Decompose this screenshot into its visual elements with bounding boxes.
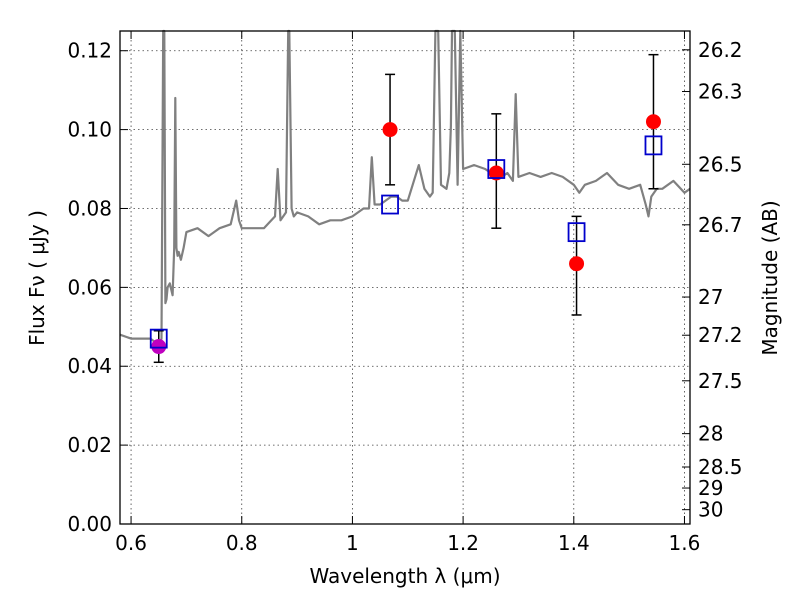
y2-tick-label: 28 <box>698 422 723 446</box>
grid-lines <box>120 31 690 525</box>
x-tick-label: 1 <box>346 531 359 555</box>
model-spectrum <box>119 29 691 348</box>
x-tick-label: 1.6 <box>669 531 701 555</box>
y-axis-label: Flux Fν ( μJy ) <box>25 210 49 346</box>
model-point <box>644 135 663 156</box>
y-tick-label: 0.00 <box>67 512 112 536</box>
x-tick-label: 0.8 <box>226 531 258 555</box>
model-point <box>381 194 399 215</box>
spectrum-line <box>119 29 691 348</box>
y2-axis-label: Magnitude (AB) <box>758 200 782 355</box>
axis-ticks <box>120 31 690 525</box>
y-tick-label: 0.08 <box>67 196 112 220</box>
y2-tick-label: 26.5 <box>698 152 743 176</box>
y-tick-label: 0.04 <box>67 354 112 378</box>
model-point <box>567 222 586 243</box>
y-tick-label: 0.02 <box>67 433 112 457</box>
data-point <box>382 122 398 138</box>
y-tick-label: 0.06 <box>67 275 112 299</box>
model-point <box>149 328 168 349</box>
y2-tick-label: 27.2 <box>698 323 743 347</box>
data-point <box>488 165 504 181</box>
y2-tick-label: 27.5 <box>698 369 743 393</box>
y2-tick-label: 28.5 <box>698 455 743 479</box>
data-point <box>645 114 661 130</box>
y2-tick-label: 30 <box>698 498 723 522</box>
data-point <box>569 256 585 272</box>
data-point <box>151 339 167 355</box>
x-axis-label: Wavelength λ (μm) <box>309 564 500 588</box>
y2-tick-label: 26.2 <box>698 38 743 62</box>
x-tick-label: 0.6 <box>115 531 147 555</box>
y-tick-label: 0.12 <box>67 39 112 63</box>
data-markers <box>149 114 663 355</box>
model-point <box>487 159 506 179</box>
x-tick-label: 1.4 <box>558 531 590 555</box>
y2-tick-label: 26.7 <box>698 213 743 237</box>
x-tick-label: 1.2 <box>447 531 479 555</box>
plot-frame <box>119 30 691 525</box>
y2-tick-label: 26.3 <box>698 80 743 104</box>
tick-labels: 0.6 0.8 1 1.2 1.4 1.6 0.00 0.02 0.04 0.06 0.08 0.10… <box>67 38 742 555</box>
y2-tick-label: 29 <box>698 476 723 500</box>
y-tick-label: 0.10 <box>67 118 112 142</box>
y2-tick-label: 27 <box>698 285 723 309</box>
